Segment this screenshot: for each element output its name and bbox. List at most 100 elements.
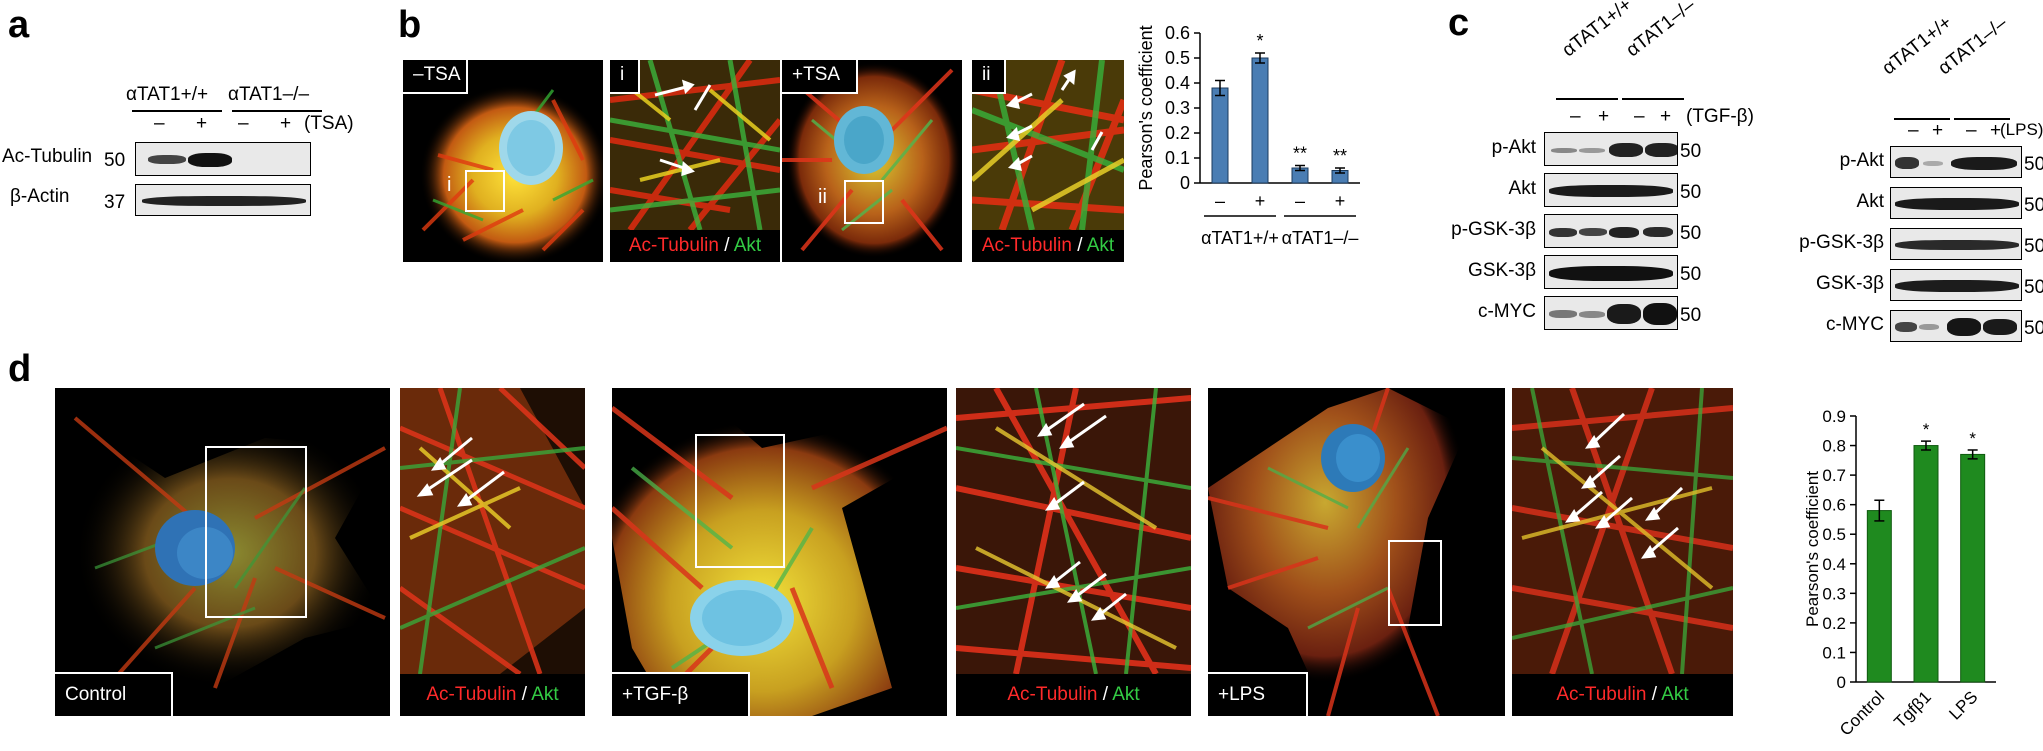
- panel-c-right-row-label: p-Akt: [1839, 150, 1884, 171]
- band: [142, 196, 306, 206]
- panel-a-row-label-2: β-Actin: [10, 186, 70, 207]
- micrograph-inset-ii: ii Ac-Tubulin / Akt: [972, 60, 1124, 262]
- category-label: +: [1335, 191, 1346, 211]
- y-tick-label: 0.5: [1165, 48, 1190, 68]
- panel-c-left-blot: [1544, 296, 1678, 330]
- band: [1895, 322, 1917, 332]
- panel-a-row-mw-1: 50: [104, 150, 126, 171]
- band: [1549, 310, 1577, 318]
- panel-d-letter: d: [8, 348, 32, 390]
- inset-image: [400, 388, 585, 674]
- band: [1551, 147, 1577, 153]
- panel-c-right-row-label: GSK-3β: [1816, 273, 1884, 294]
- group-label: αTAT1–/–: [1282, 228, 1359, 248]
- y-tick-label: 0: [1180, 173, 1190, 193]
- significance-mark: **: [1333, 146, 1347, 166]
- inset-ii-caption: Ac-Tubulin / Akt: [972, 230, 1124, 262]
- band: [1919, 324, 1939, 330]
- significance-mark: **: [1293, 144, 1307, 164]
- micrograph-inset-i: i Ac-Tubulin / Akt: [610, 60, 780, 262]
- micrograph-lps: +LPS: [1208, 388, 1505, 716]
- category-label: Tgfβ1: [1890, 687, 1934, 731]
- y-tick-label: 0.3: [1822, 584, 1846, 603]
- panel-c-left-sign-4: +: [1660, 106, 1672, 127]
- y-tick-label: 0.5: [1822, 525, 1846, 544]
- caption-ac-tubulin: Ac-Tubulin: [426, 684, 517, 705]
- inset-i-label: i: [610, 60, 640, 94]
- panel-c-letter: c: [1448, 2, 1470, 44]
- panel-c-left-row-label: Akt: [1508, 178, 1536, 199]
- caption-separator: /: [1071, 235, 1087, 256]
- y-tick-label: 0.8: [1822, 437, 1846, 456]
- panel-a-sign-2: +: [196, 113, 208, 134]
- zoom-box-ii-label: ii: [818, 186, 827, 208]
- caption-akt: Akt: [1661, 684, 1689, 705]
- lps-inset-caption: Ac-Tubulin / Akt: [1512, 674, 1733, 716]
- caption-separator: /: [1097, 684, 1113, 705]
- panel-c-right-row-mw: 50: [2024, 195, 2043, 216]
- band: [1895, 198, 2019, 210]
- panel-c-right-row-mw: 50: [2024, 236, 2043, 257]
- y-axis-label: Pearson's coefficient: [1136, 25, 1156, 190]
- panel-a-row-mw-2: 37: [104, 192, 126, 213]
- band: [1895, 280, 2019, 292]
- band: [1947, 318, 1981, 336]
- lps-label: +LPS: [1208, 672, 1308, 716]
- panel-c-left-row-label: c-MYC: [1477, 301, 1536, 322]
- band: [1607, 304, 1641, 324]
- category-label: +: [1255, 191, 1266, 211]
- panel-c-left-row-mw: 50: [1680, 305, 1702, 326]
- band: [1579, 228, 1607, 236]
- y-axis-label: Pearson's coefficient: [1803, 471, 1822, 627]
- panel-c-right-sign-3: –: [1966, 120, 1977, 141]
- band: [1643, 303, 1677, 325]
- caption-separator: /: [1646, 684, 1662, 705]
- panel-c-right-sign-2: +: [1932, 120, 1944, 141]
- panel-c-right-blot: [1890, 228, 2022, 260]
- inset-image: [972, 60, 1124, 230]
- panel-c-left-sign-2: +: [1598, 106, 1610, 127]
- panel-c-left-blot: [1544, 132, 1678, 166]
- panel-c-left-row-mw: 50: [1680, 182, 1702, 203]
- panel-c-right-underline-ko: [1954, 118, 2010, 120]
- inset-i-caption: Ac-Tubulin / Akt: [610, 230, 780, 262]
- panel-c-left-sign-3: –: [1634, 106, 1645, 127]
- micrograph-minus-tsa: i –TSA: [403, 60, 603, 262]
- band: [188, 153, 232, 167]
- band: [1645, 143, 1677, 157]
- zoom-box-lps: [1388, 540, 1442, 626]
- zoom-box-ii: [844, 180, 884, 224]
- plus-tsa-label: +TSA: [782, 60, 858, 94]
- band: [1579, 147, 1605, 153]
- y-tick-label: 0: [1837, 673, 1846, 692]
- chart-d: 0 0.1 0.2 0.3 0.4 0.5 0.6 0.7 0.8 0.9 Pearson's co…: [1770, 390, 2040, 746]
- panel-a-row-label-1: Ac-Tubulin: [2, 146, 93, 167]
- chart-b-svg: 0 0.1 0.2 0.3 0.4 0.5 0.6 Pearson's coefficient…: [1136, 23, 1360, 248]
- panel-c-left-row-label: GSK-3β: [1468, 260, 1536, 281]
- cell-image: [782, 62, 962, 258]
- chart-b: 0 0.1 0.2 0.3 0.4 0.5 0.6 Pearson's coefficient…: [1130, 20, 1370, 320]
- y-tick-label: 0.2: [1822, 614, 1846, 633]
- panel-a-genotype-ko: αTAT1–/–: [228, 84, 310, 105]
- control-label: Control: [55, 672, 173, 716]
- caption-akt: Akt: [733, 235, 762, 256]
- caption-ac-tubulin: Ac-Tubulin: [1007, 684, 1098, 705]
- panel-a-sign-3: –: [238, 113, 249, 134]
- zoom-box-i-label: i: [447, 174, 452, 196]
- inset-image: [1512, 388, 1733, 674]
- panel-c-right-blot: [1890, 310, 2022, 342]
- panel-c-right-blot: [1890, 269, 2022, 301]
- y-tick-label: 0.2: [1165, 123, 1190, 143]
- panel-c-left-row-label: p-GSK-3β: [1451, 219, 1536, 240]
- band: [1983, 319, 2017, 335]
- band: [1951, 156, 2017, 170]
- panel-c-right-row-label: c-MYC: [1825, 314, 1884, 335]
- panel-c-right-sign-4: +: [1990, 120, 2002, 141]
- micrograph-control-inset: Ac-Tubulin / Akt: [400, 388, 585, 716]
- y-tick-label: 0.6: [1822, 496, 1846, 515]
- category-label: –: [1215, 191, 1225, 211]
- panel-a-genotype-wt: αTAT1+/+: [126, 84, 209, 105]
- panel-a-blot-ac-tubulin: [135, 142, 311, 176]
- panel-c-left-blot: [1544, 255, 1678, 289]
- minus-tsa-label: –TSA: [403, 60, 468, 94]
